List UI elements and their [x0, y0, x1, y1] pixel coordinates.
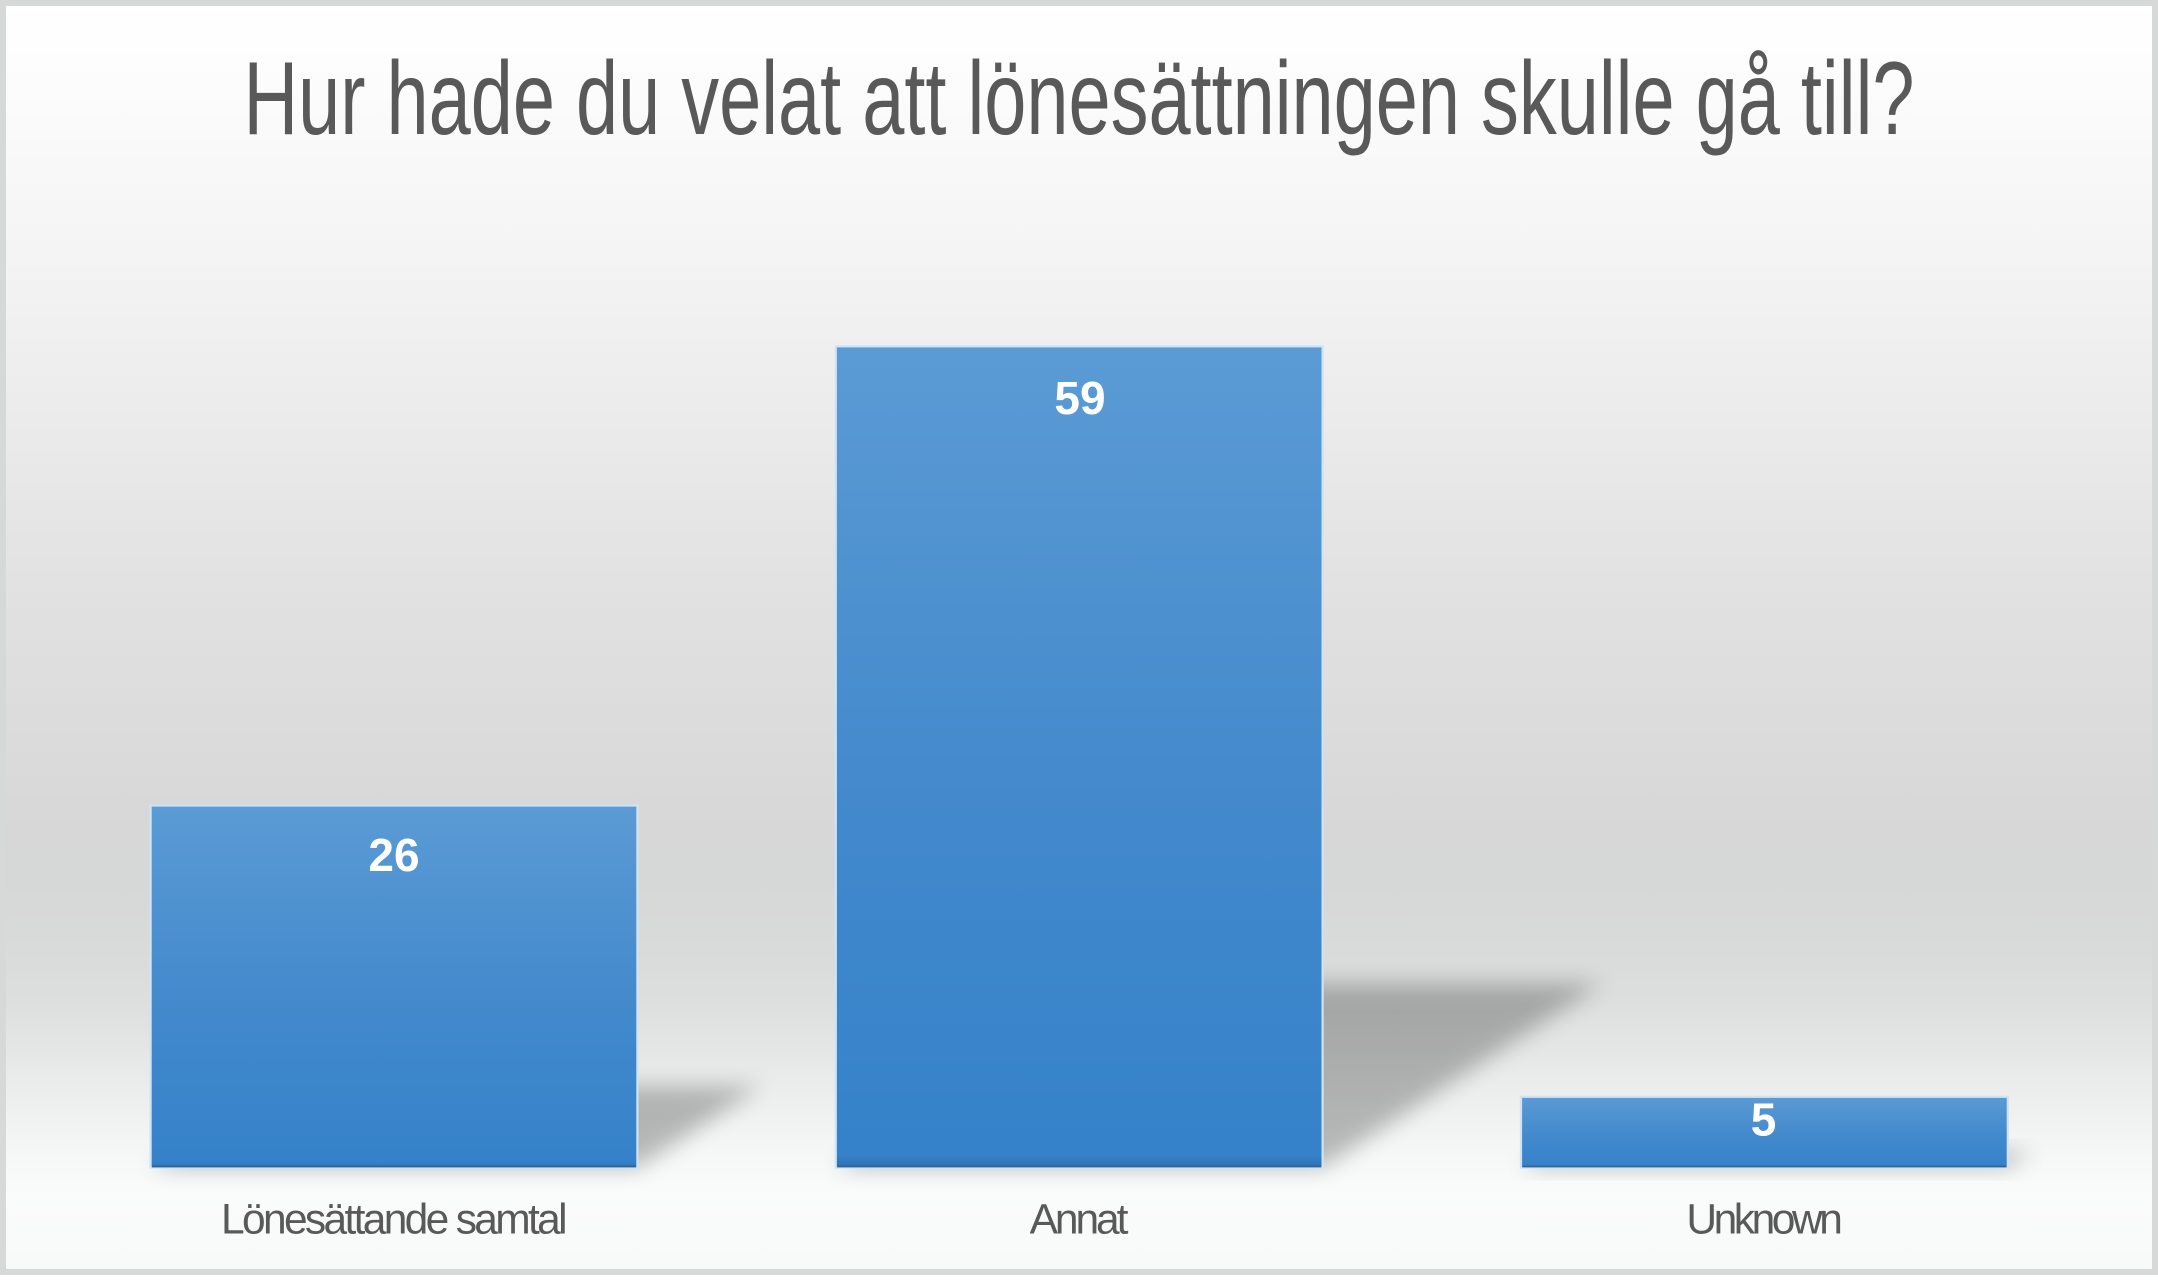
svg-text:Annat: Annat	[1030, 1196, 1129, 1243]
svg-text:Lönesättande samtal: Lönesättande samtal	[221, 1196, 568, 1243]
svg-text:59: 59	[1054, 372, 1105, 424]
svg-text:26: 26	[368, 829, 419, 881]
svg-text:5: 5	[1751, 1094, 1777, 1146]
svg-text:Unknown: Unknown	[1686, 1196, 1843, 1243]
svg-text:Hur hade du velat att lönesätt: Hur hade du velat att lönesättningen sku…	[244, 41, 1915, 157]
